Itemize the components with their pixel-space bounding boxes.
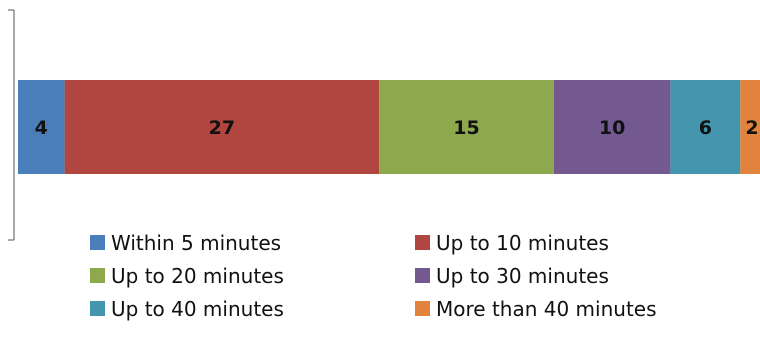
legend-item: Up to 20 minutes bbox=[90, 259, 415, 292]
legend-item: Up to 10 minutes bbox=[415, 226, 730, 259]
bar-segment bbox=[740, 80, 760, 174]
segment-value-label: 4 bbox=[35, 117, 48, 139]
legend-label: Up to 20 minutes bbox=[111, 263, 284, 288]
legend-swatch bbox=[90, 235, 105, 250]
legend-swatch bbox=[90, 301, 105, 316]
y-axis bbox=[8, 9, 15, 241]
bar-segment bbox=[670, 80, 741, 174]
legend-label: Up to 10 minutes bbox=[436, 230, 609, 255]
legend-item: Up to 40 minutes bbox=[90, 292, 415, 325]
bar-segment bbox=[379, 80, 554, 174]
bar-segment bbox=[18, 80, 65, 174]
segment-value-label: 27 bbox=[209, 117, 235, 139]
legend-item: Up to 30 minutes bbox=[415, 259, 730, 292]
segment-value-label: 15 bbox=[453, 117, 479, 139]
segment-value-label: 10 bbox=[599, 117, 625, 139]
bar-segment bbox=[64, 80, 380, 174]
segment-value-label: 2 bbox=[745, 117, 758, 139]
legend-label: Within 5 minutes bbox=[111, 230, 282, 255]
legend-swatch bbox=[415, 268, 430, 283]
legend-swatch bbox=[415, 301, 430, 316]
legend-swatch bbox=[415, 235, 430, 250]
legend-label: Up to 30 minutes bbox=[436, 263, 609, 288]
legend: Within 5 minutes Up to 10 minutes Up to 20… bbox=[90, 226, 730, 325]
segment-labels: 4 27 15 10 6 2 bbox=[35, 117, 759, 139]
legend-label: More than 40 minutes bbox=[436, 296, 657, 321]
bar-segments bbox=[18, 80, 760, 174]
legend-item: Within 5 minutes bbox=[90, 226, 415, 259]
legend-label: Up to 40 minutes bbox=[111, 296, 284, 321]
segment-value-label: 6 bbox=[699, 117, 712, 139]
bar-segment bbox=[553, 80, 671, 174]
legend-swatch bbox=[90, 268, 105, 283]
legend-item: More than 40 minutes bbox=[415, 292, 730, 325]
